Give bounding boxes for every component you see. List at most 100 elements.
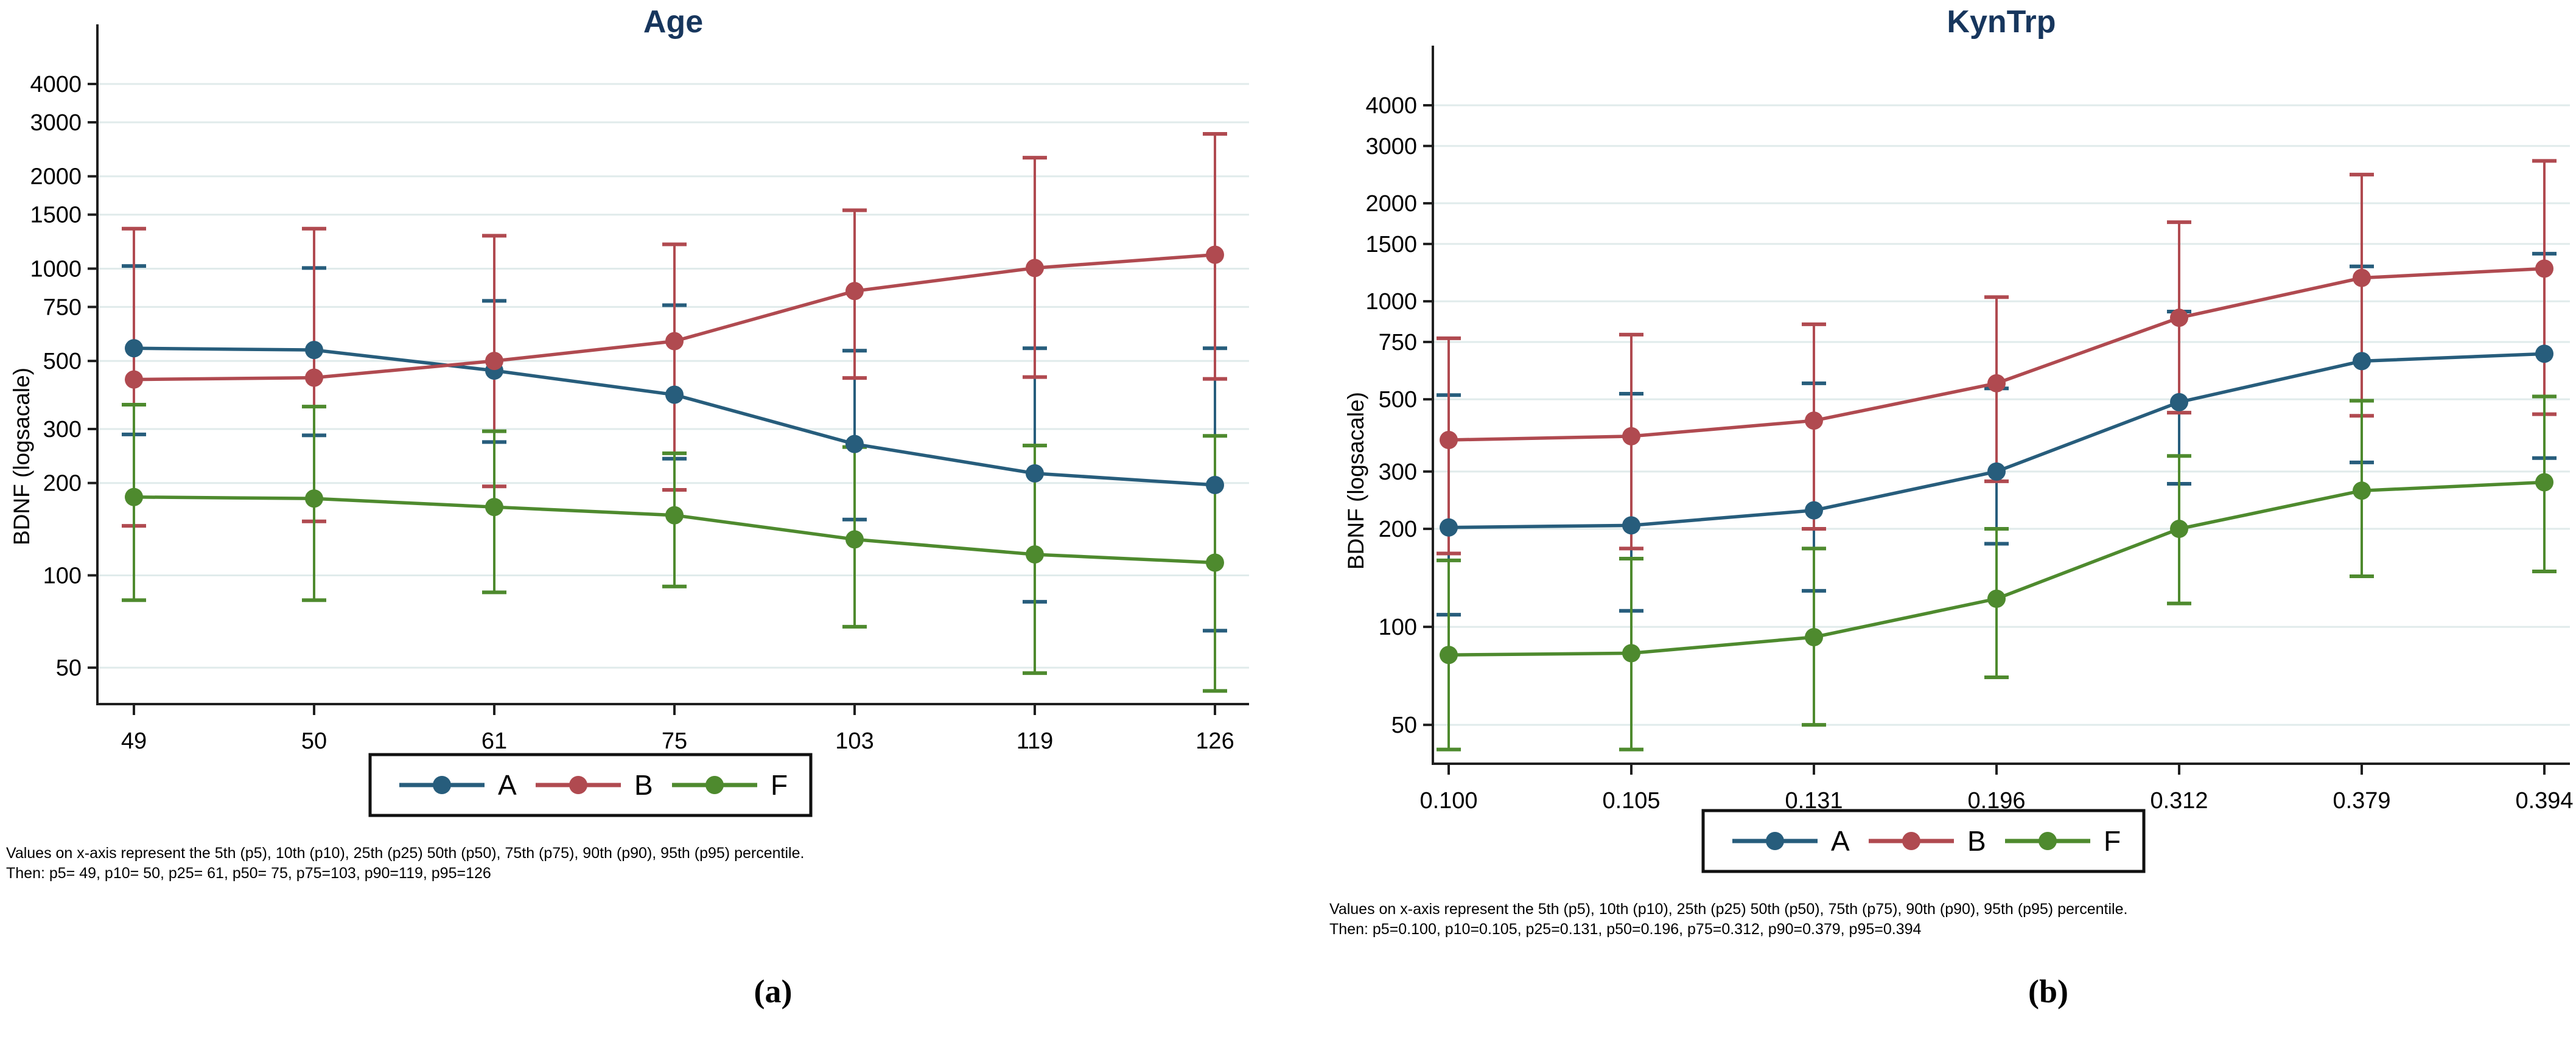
legend-label-F: F [2104, 825, 2121, 857]
x-tick-label: 126 [1195, 728, 1234, 754]
marker-B [2170, 309, 2188, 327]
x-tick-label: 0.394 [2515, 788, 2573, 814]
x-tick-label: 61 [481, 728, 507, 754]
marker-F [125, 487, 143, 506]
marker-B [125, 370, 143, 389]
y-tick-label: 500 [43, 349, 82, 374]
marker-A [1206, 476, 1224, 495]
marker-F [845, 530, 864, 549]
legend-label-A: A [1831, 825, 1850, 857]
marker-B [485, 352, 503, 371]
panel-label-b: (b) [2028, 973, 2068, 1010]
legend-marker-B [569, 776, 587, 794]
y-tick-label: 4000 [1365, 93, 1417, 119]
marker-A [1805, 501, 1823, 520]
marker-A [305, 341, 323, 360]
y-tick-label: 300 [43, 417, 82, 442]
y-tick-label: 100 [1379, 615, 1417, 640]
marker-B [1622, 427, 1640, 445]
panel-label-a: (a) [754, 973, 793, 1010]
x-tick-label: 0.105 [1602, 788, 1660, 814]
y-tick-label: 200 [1379, 517, 1417, 542]
x-tick-label: 0.379 [2333, 788, 2390, 814]
marker-B [305, 368, 323, 387]
legend-marker-F [2039, 832, 2057, 850]
x-tick-label: 49 [121, 728, 147, 754]
marker-F [2170, 520, 2188, 539]
marker-F [1440, 646, 1458, 665]
legend-marker-A [1766, 832, 1784, 850]
chart-title-age: Age [643, 4, 704, 40]
marker-A [845, 435, 864, 453]
x-tick-label: 119 [1017, 728, 1054, 754]
marker-F [1805, 627, 1823, 646]
footnote-kyntrp-line2: Then: p5=0.100, p10=0.105, p25=0.131, p5… [1329, 921, 1922, 938]
marker-B [1987, 374, 2006, 393]
marker-B [2353, 268, 2371, 287]
legend-label-B: B [1967, 825, 1986, 857]
marker-A [665, 385, 684, 404]
marker-F [2353, 481, 2371, 500]
marker-A [1026, 464, 1044, 483]
marker-F [1987, 589, 2006, 608]
marker-F [1206, 553, 1224, 572]
y-tick-label: 3000 [30, 110, 82, 136]
marker-A [2170, 393, 2188, 411]
x-tick-label: 0.312 [2150, 788, 2208, 814]
marker-B [665, 332, 684, 351]
legend-marker-F [705, 776, 724, 794]
marker-F [665, 506, 684, 525]
footnote-kyntrp: Values on x-axis represent the 5th (p5),… [1329, 899, 2127, 940]
legend-marker-A [433, 776, 451, 794]
marker-B [1440, 430, 1458, 449]
y-tick-label: 50 [56, 655, 82, 681]
marker-F [305, 489, 323, 508]
panel-kyntrp: KynTrp BDNF (logsacale) 4000 3000 2000 1500… [1288, 0, 2576, 949]
kyntrp-plot-svg: 4000 3000 2000 1500 1000 750 500 300 200 100 50 0.1… [1365, 46, 2574, 873]
legend-label-B: B [634, 769, 653, 801]
y-tick-label: 1000 [1365, 289, 1417, 315]
marker-A [1622, 516, 1640, 535]
x-tick-label: 103 [835, 728, 873, 754]
marker-F [2535, 473, 2553, 492]
y-tick-label: 1500 [1365, 232, 1417, 257]
age-plot-svg: 4000 3000 2000 1500 1000 750 500 300 200 100 50 49 5… [30, 24, 1249, 817]
x-tick-label: 75 [662, 728, 687, 754]
y-tick-label: 100 [43, 563, 82, 588]
marker-F [1622, 644, 1640, 663]
legend-marker-B [1902, 832, 1920, 850]
marker-B [845, 282, 864, 301]
footnote-age-line1: Values on x-axis represent the 5th (p5),… [6, 845, 805, 862]
footnote-age-line2: Then: p5= 49, p10= 50, p25= 61, p50= 75,… [6, 865, 491, 882]
y-tick-label: 300 [1379, 459, 1417, 485]
x-tick-label: 0.100 [1419, 788, 1477, 814]
y-tick-label: 1000 [30, 256, 82, 282]
x-tick-label: 50 [301, 728, 327, 754]
y-tick-label: 4000 [30, 72, 82, 97]
marker-F [485, 498, 503, 517]
y-tick-label: 3000 [1365, 134, 1417, 159]
chart-title-kyntrp: KynTrp [1947, 4, 2056, 40]
marker-B [1026, 259, 1044, 277]
footnote-age: Values on x-axis represent the 5th (p5),… [6, 843, 804, 884]
y-tick-label: 200 [43, 471, 82, 497]
y-tick-label: 750 [1379, 330, 1417, 355]
marker-A [2535, 344, 2553, 363]
y-tick-label: 50 [1391, 713, 1417, 738]
marker-B [2535, 259, 2553, 278]
y-tick-label: 1500 [30, 203, 82, 228]
legend-label-A: A [498, 769, 517, 801]
marker-A [2353, 352, 2371, 371]
marker-A [125, 339, 143, 358]
marker-A [1987, 462, 2006, 481]
marker-A [1440, 518, 1458, 537]
marker-B [1805, 411, 1823, 430]
legend-label-F: F [771, 769, 788, 801]
marker-F [1026, 545, 1044, 564]
y-tick-label: 750 [43, 295, 82, 320]
y-tick-label: 2000 [30, 164, 82, 190]
y-tick-label: 500 [1379, 387, 1417, 413]
y-tick-label: 2000 [1365, 191, 1417, 217]
panel-age: Age BDNF (logsacale) 4000 3000 2000 1500 100… [0, 0, 1288, 949]
marker-B [1206, 245, 1224, 264]
